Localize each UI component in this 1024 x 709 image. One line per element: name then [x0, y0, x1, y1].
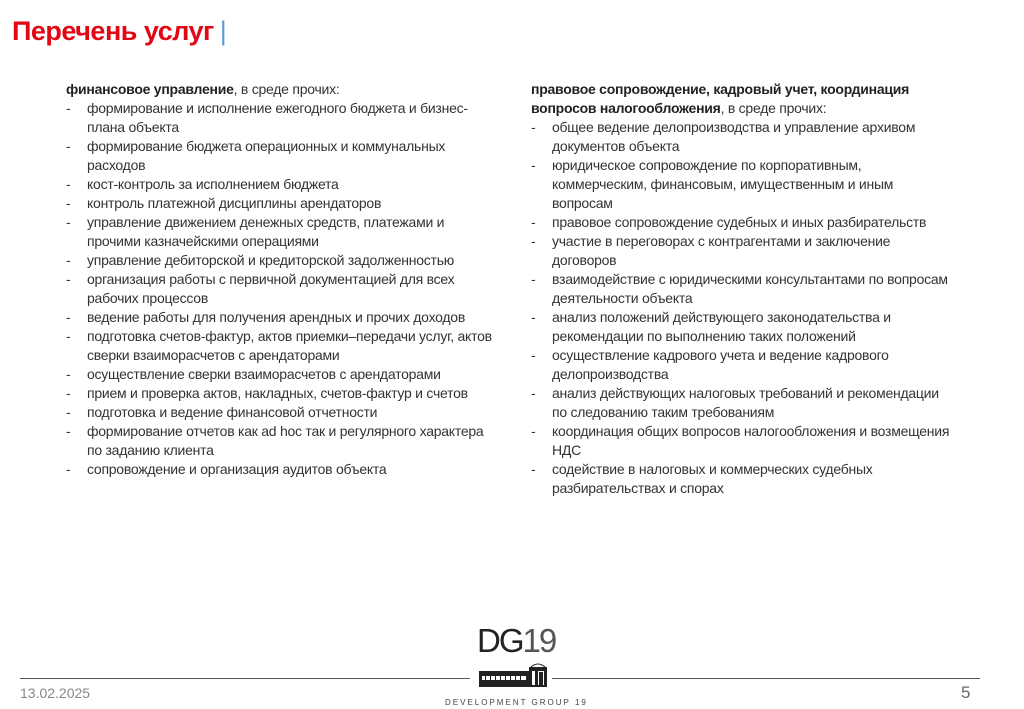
legal-support-column: правовое сопровождение, кадровый учет, к… — [531, 80, 956, 498]
list-item: правовое сопровождение судебных и иных р… — [531, 213, 956, 232]
page-number: 5 — [961, 683, 971, 702]
financial-management-column: финансовое управление, в среде прочих: ф… — [66, 80, 496, 479]
list-item: управление движением денежных средств, п… — [66, 213, 496, 251]
column-heading: финансовое управление, в среде прочих: — [66, 80, 496, 99]
heading-rest: , в среде прочих: — [720, 100, 827, 116]
heading-bold: правовое сопровождение, кадровый учет, к… — [531, 81, 910, 116]
page-title: Перечень услуг | — [12, 16, 227, 47]
list-item: кост-контроль за исполнением бюджета — [66, 175, 496, 194]
list-item: контроль платежной дисциплины арендаторо… — [66, 194, 496, 213]
footer-date: 13.02.2025 — [20, 685, 91, 701]
list-item: организация работы с первичной документа… — [66, 270, 496, 308]
list-item: управление дебиторской и кредиторской за… — [66, 251, 496, 270]
company-name: DEVELOPMENT GROUP 19 — [445, 698, 588, 707]
list-item: анализ положений действующего законодате… — [531, 308, 956, 346]
footer-divider-right — [552, 678, 980, 679]
list-item: формирование бюджета операционных и комм… — [66, 137, 496, 175]
list-item: подготовка счетов-фактур, актов приемки–… — [66, 327, 496, 365]
list-item: содействие в налоговых и коммерческих су… — [531, 460, 956, 498]
list-item: осуществление кадрового учета и ведение … — [531, 346, 956, 384]
logo-letters: DG — [477, 622, 524, 659]
company-logo: DG19 — [477, 622, 558, 660]
page-title-text: Перечень услуг — [12, 16, 214, 46]
heading-bold: финансовое управление — [66, 81, 234, 97]
column-heading: правовое сопровождение, кадровый учет, к… — [531, 80, 956, 118]
list-item: юридическое сопровождение по корпоративн… — [531, 156, 956, 213]
list-item: подготовка и ведение финансовой отчетнос… — [66, 403, 496, 422]
list-item: формирование и исполнение ежегодного бюд… — [66, 99, 496, 137]
list-item: осуществление сверки взаиморасчетов с ар… — [66, 365, 496, 384]
title-separator: | — [219, 16, 227, 46]
list-item: ведение работы для получения арендных и … — [66, 308, 496, 327]
list-item: сопровождение и организация аудитов объе… — [66, 460, 496, 479]
list-item: анализ действующих налоговых требований … — [531, 384, 956, 422]
service-list: общее ведение делопроизводства и управле… — [531, 118, 956, 498]
heading-rest: , в среде прочих: — [233, 81, 340, 97]
logo-number: 19 — [522, 622, 558, 659]
building-logo-icon — [479, 663, 547, 687]
service-list: формирование и исполнение ежегодного бюд… — [66, 99, 496, 479]
list-item: координация общих вопросов налогообложен… — [531, 422, 956, 460]
list-item: взаимодействие с юридическими консультан… — [531, 270, 956, 308]
list-item: формирование отчетов как ad hoc так и ре… — [66, 422, 496, 460]
list-item: общее ведение делопроизводства и управле… — [531, 118, 956, 156]
list-item: прием и проверка актов, накладных, счето… — [66, 384, 496, 403]
list-item: участие в переговорах с контрагентами и … — [531, 232, 956, 270]
footer-divider-left — [20, 678, 470, 679]
